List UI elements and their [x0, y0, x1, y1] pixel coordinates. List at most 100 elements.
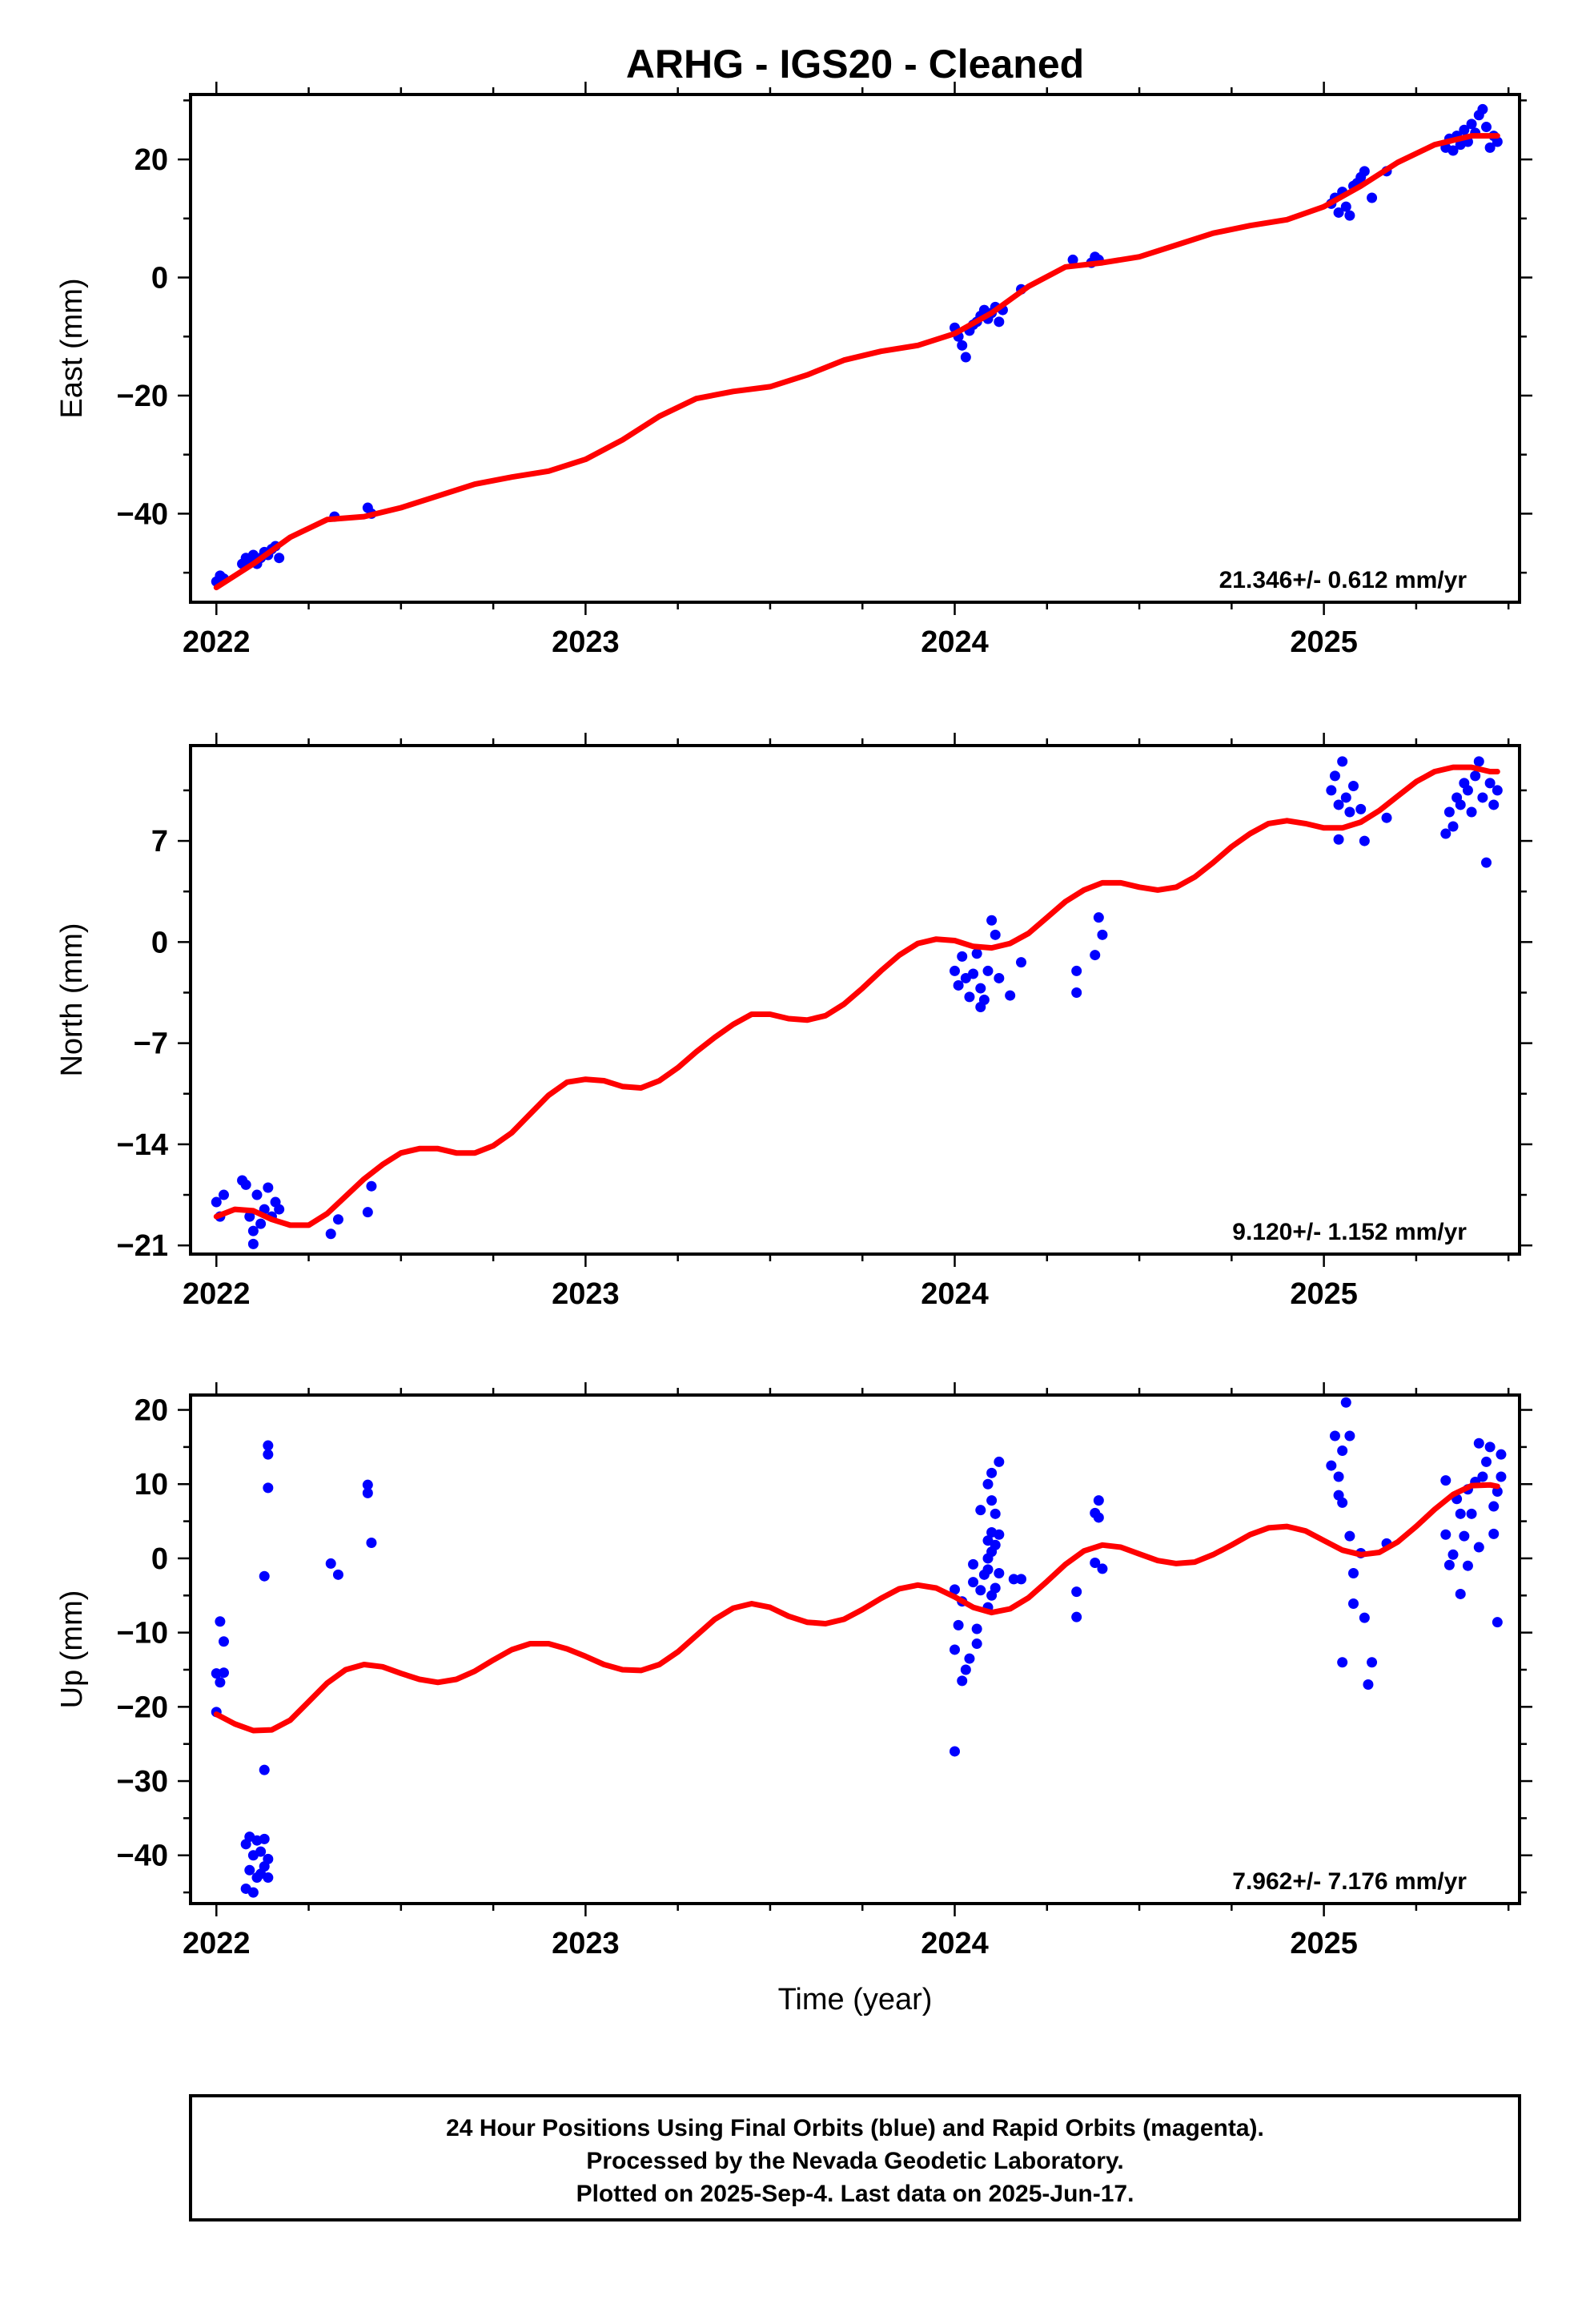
north-data-point: [1455, 799, 1466, 810]
north-data-point: [1470, 770, 1481, 782]
figure-title: ARHG - IGS20 - Cleaned: [626, 42, 1084, 86]
north-data-point: [1488, 799, 1500, 810]
north-data-point: [1326, 785, 1337, 796]
north-y-tick-label: 0: [151, 926, 168, 959]
north-data-point: [1359, 835, 1370, 846]
north-data-point: [957, 951, 968, 962]
up-data-point: [255, 1846, 267, 1857]
up-data-point: [1093, 1495, 1104, 1506]
up-data-point: [362, 1479, 373, 1490]
up-data-point: [1337, 1497, 1348, 1508]
north-data-point: [1337, 756, 1348, 767]
up-rate-label: 7.962+/- 7.176 mm/yr: [1232, 1868, 1467, 1895]
up-data-point: [1440, 1529, 1452, 1540]
up-data-point: [1344, 1430, 1355, 1441]
up-data-point: [1329, 1430, 1340, 1441]
east-data-point: [1367, 192, 1378, 203]
east-x-tick-label: 2022: [183, 625, 251, 659]
east-data-point: [1459, 124, 1470, 135]
north-x-tick-label: 2022: [183, 1277, 251, 1311]
up-data-point: [1367, 1657, 1378, 1668]
north-data-point: [1462, 785, 1473, 796]
north-data-point: [251, 1189, 263, 1200]
north-y-tick-label: 7: [151, 825, 168, 858]
up-x-axis-label: Time (year): [778, 1983, 933, 2016]
north-data-point: [994, 972, 1005, 983]
up-data-point: [971, 1638, 982, 1650]
north-data-point: [255, 1218, 267, 1229]
up-data-point: [244, 1864, 255, 1876]
up-data-point: [1340, 1397, 1351, 1408]
up-y-tick-label: −20: [117, 1691, 168, 1724]
north-data-point: [1071, 987, 1082, 998]
footer-line-dates: Plotted on 2025-Sep-4. Last data on 2025…: [576, 2181, 1134, 2207]
up-x-tick-label: 2025: [1290, 1927, 1358, 1960]
up-data-point: [1447, 1549, 1459, 1560]
up-plot-frame: [189, 1393, 1521, 1905]
up-panel: 2022 2023 2024 2025 −40 −30 −20 −10 0 10 20 Up (mm)…: [55, 1382, 1532, 2016]
north-x-tick-label: 2024: [921, 1277, 989, 1311]
north-data-point: [1340, 792, 1351, 803]
north-data-point: [1484, 778, 1496, 789]
north-y-tick-label: −14: [117, 1128, 168, 1162]
up-data-point: [1337, 1445, 1348, 1457]
up-data-point: [1016, 1574, 1026, 1585]
north-data-point: [244, 1211, 255, 1222]
up-data-point: [1462, 1560, 1473, 1571]
north-data-point: [362, 1207, 373, 1218]
up-y-tick-label: 10: [135, 1468, 168, 1502]
up-data-point: [1455, 1588, 1466, 1599]
up-data-point: [953, 1619, 964, 1630]
up-data-point: [1459, 1530, 1470, 1542]
footer-box: 24 Hour Positions Using Final Orbits (bl…: [189, 2094, 1521, 2221]
up-y-axis-label: Up (mm): [55, 1590, 89, 1709]
north-data-point: [1348, 781, 1359, 792]
up-data-point: [219, 1667, 229, 1679]
north-points: [211, 756, 1503, 1249]
east-data-point: [1447, 145, 1459, 156]
up-data-point: [994, 1567, 1005, 1578]
north-data-point: [950, 965, 960, 976]
east-y-tick-label: 0: [151, 262, 168, 296]
up-data-point: [1071, 1586, 1082, 1598]
up-data-point: [1333, 1471, 1344, 1482]
up-data-point: [1496, 1449, 1507, 1460]
east-data-point: [1466, 119, 1477, 130]
east-rate-label: 21.346+/- 0.612 mm/yr: [1219, 567, 1468, 593]
north-data-point: [1447, 821, 1459, 832]
north-x-tick-label: 2025: [1290, 1277, 1358, 1311]
up-data-point: [986, 1495, 998, 1506]
up-data-point: [259, 1764, 270, 1775]
up-data-point: [362, 1487, 373, 1498]
up-y-tick-label: −40: [117, 1839, 168, 1873]
east-data-point: [960, 352, 971, 363]
east-y-tick-label: −20: [117, 380, 168, 413]
up-data-point: [990, 1582, 1001, 1594]
north-fit-curve: [213, 764, 1500, 1228]
north-data-point: [1440, 828, 1452, 839]
up-data-point: [1008, 1574, 1019, 1585]
up-data-point: [263, 1440, 274, 1451]
east-points: [211, 103, 1503, 587]
up-data-point: [1488, 1501, 1500, 1512]
east-y-tick-label: −40: [117, 497, 168, 531]
up-data-point: [1071, 1611, 1082, 1622]
up-data-point: [1496, 1471, 1507, 1482]
up-data-point: [1326, 1460, 1337, 1471]
up-data-point: [960, 1664, 971, 1675]
north-y-tick-label: −7: [134, 1027, 168, 1061]
up-data-point: [971, 1623, 982, 1634]
up-data-point: [975, 1585, 986, 1596]
up-data-point: [1363, 1679, 1374, 1691]
up-data-point: [1443, 1559, 1455, 1570]
up-data-point: [975, 1505, 986, 1516]
up-data-point: [950, 1584, 960, 1595]
north-data-point: [1005, 990, 1016, 1001]
up-data-point: [1466, 1508, 1477, 1519]
north-data-point: [1093, 912, 1104, 923]
up-data-point: [1359, 1612, 1370, 1623]
north-data-point: [325, 1228, 336, 1240]
up-data-point: [990, 1508, 1001, 1519]
north-data-point: [1071, 965, 1082, 976]
north-data-point: [1329, 770, 1340, 782]
